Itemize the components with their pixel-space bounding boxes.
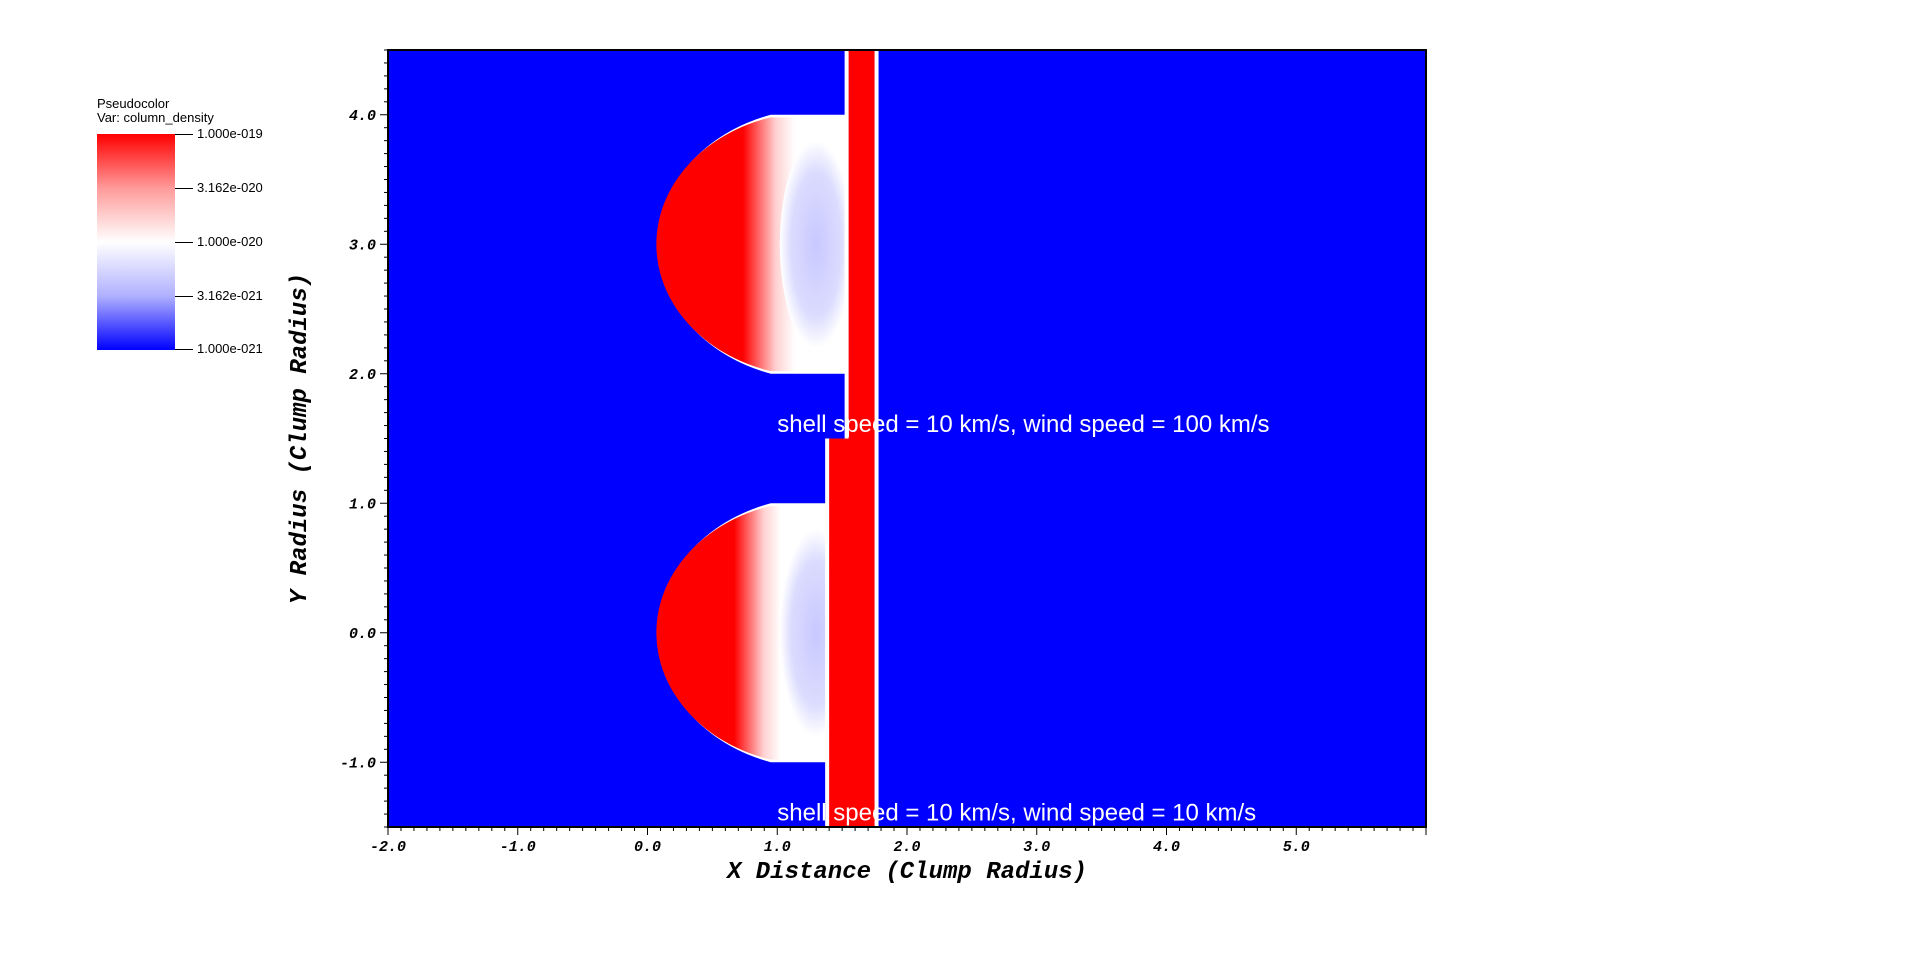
x-tick-label: 5.0 <box>1283 839 1310 856</box>
clump-cavity <box>779 140 853 348</box>
y-tick-label: 4.0 <box>349 108 376 125</box>
annotation-text: shell speed = 10 km/s, wind speed = 10 k… <box>777 800 1256 827</box>
legend-title: Pseudocolor <box>97 96 170 111</box>
clump-panel-0 <box>656 50 879 439</box>
x-tick-label: 1.0 <box>764 839 791 856</box>
clump-panel-1 <box>656 438 879 827</box>
shell-band <box>848 50 875 439</box>
colorbar-tick <box>175 134 193 135</box>
colorbar <box>97 134 175 350</box>
x-axis-label: X Distance (Clump Radius) <box>725 859 1087 886</box>
colorbar-label: 3.162e-020 <box>197 180 263 195</box>
y-tick-label: -1.0 <box>340 755 376 772</box>
x-tick-label: 3.0 <box>1023 839 1050 856</box>
legend-variable: Var: column_density <box>97 110 214 125</box>
colorbar-tick <box>175 296 193 297</box>
y-tick-label: 0.0 <box>349 626 376 643</box>
colorbar-label: 1.000e-021 <box>197 341 263 356</box>
y-tick-label: 3.0 <box>349 237 376 254</box>
colorbar-label: 3.162e-021 <box>197 288 263 303</box>
x-tick-label: 4.0 <box>1153 839 1180 856</box>
shell-band <box>829 438 875 827</box>
y-axis-label: Y Radius (Clump Radius) <box>287 273 314 604</box>
x-tick-label: -2.0 <box>370 839 406 856</box>
colorbar-label: 1.000e-019 <box>197 126 263 141</box>
colorbar-tick <box>175 242 193 243</box>
clump-body <box>656 505 830 760</box>
x-tick-label: 2.0 <box>893 839 920 856</box>
colorbar-label: 1.000e-020 <box>197 234 263 249</box>
colorbar-tick <box>175 349 193 350</box>
x-tick-label: 0.0 <box>634 839 661 856</box>
colorbar-tick <box>175 188 193 189</box>
y-tick-label: 2.0 <box>349 367 376 384</box>
plot-background <box>388 50 1426 827</box>
x-tick-label: -1.0 <box>500 839 536 856</box>
annotation-text: shell speed = 10 km/s, wind speed = 100 … <box>777 411 1269 438</box>
y-tick-label: 1.0 <box>349 496 376 513</box>
